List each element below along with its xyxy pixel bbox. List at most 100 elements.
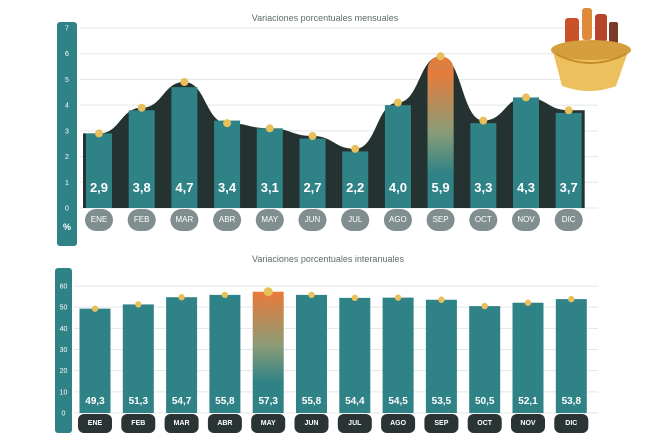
value-label: 49,3 (85, 396, 105, 407)
bar-mar (171, 87, 198, 208)
y-tick-label: 30 (60, 347, 68, 354)
bar-ene (79, 308, 111, 413)
month-label: AGO (390, 420, 407, 427)
month-pill (467, 414, 502, 433)
yearly-bars (79, 291, 587, 413)
month-label: ABR (217, 420, 232, 427)
value-label: 4,7 (175, 180, 193, 195)
monthly-y-axis-strip (57, 22, 77, 246)
dot-sep (436, 52, 445, 61)
month-label: FEB (134, 215, 150, 224)
value-label: 54,7 (172, 396, 192, 407)
bar-may (256, 128, 283, 208)
month-label: MAR (174, 420, 190, 427)
month-label: OCT (477, 420, 493, 427)
month-pill (298, 209, 327, 231)
yearly-value-labels: 49,3 51,3 54,7 55,8 57,3 55,8 54,4 54,5 53,5 50,5… (85, 396, 581, 407)
month-label: ABR (219, 215, 236, 224)
value-label: 51,3 (129, 396, 149, 407)
y-tick-label: 3 (65, 128, 69, 135)
y-tick-label: 2 (65, 154, 69, 161)
dot-jul (351, 144, 360, 153)
y-tick-label: 4 (65, 103, 69, 110)
monthly-unit-label: % (63, 222, 71, 232)
month-label: MAY (261, 420, 276, 427)
month-label: JUN (305, 215, 321, 224)
month-label: DIC (562, 215, 576, 224)
month-pill (426, 209, 455, 231)
month-pill (383, 209, 412, 231)
value-label: 4,3 (517, 180, 535, 195)
y-tick-label: 40 (60, 326, 68, 333)
bar-mar (166, 297, 198, 413)
month-pill (512, 209, 540, 231)
dot-sep (438, 296, 445, 303)
month-label: MAY (261, 215, 278, 224)
month-label: JUN (304, 420, 318, 427)
month-label: NOV (520, 420, 536, 427)
month-pill (337, 414, 372, 433)
y-tick-label: 6 (65, 51, 69, 58)
monthly-chart: Variaciones porcentuales mensuales 0 1 2 3 4… (57, 13, 598, 246)
bar-ago (384, 105, 411, 208)
dot-jul (351, 294, 358, 302)
bar-jul (342, 151, 369, 208)
dot-mar (180, 78, 189, 86)
monthly-value-labels: 2,9 3,8 4,7 3,4 3,1 2,7 2,2 4,0 5,9 3,3 4,3 3,7 (90, 180, 578, 195)
value-label: 57,3 (258, 396, 278, 407)
value-label: 2,2 (346, 180, 364, 195)
bar-feb (128, 110, 155, 208)
dot-ago (394, 294, 402, 301)
y-tick-label: 7 (65, 26, 69, 33)
dot-may (265, 124, 274, 133)
month-pill (207, 414, 242, 433)
month-pill (213, 209, 242, 231)
dot-dic (564, 106, 573, 115)
bar-dic (555, 112, 582, 208)
monthly-dots (95, 52, 573, 153)
dot-feb (137, 103, 146, 112)
monthly-y-ticks: 0 1 2 3 4 5 6 7 (65, 26, 69, 213)
value-label: 3,8 (133, 180, 151, 195)
bar-nov (512, 302, 544, 413)
month-label: DIC (565, 420, 577, 427)
dot-ene (91, 305, 99, 312)
bar-feb (122, 304, 154, 413)
bar-jun (299, 138, 326, 208)
dot-ago (393, 98, 402, 107)
bar-may (252, 291, 284, 413)
bar-ene (86, 133, 112, 208)
dot-nov (524, 299, 532, 306)
dot-abr (223, 119, 232, 128)
month-pill (294, 414, 329, 433)
value-label: 3,7 (560, 180, 578, 195)
value-label: 2,7 (303, 180, 321, 195)
month-pill (381, 414, 416, 433)
y-tick-label: 1 (65, 180, 69, 187)
yearly-chart: Variaciones porcentuales interanuales 0 1… (55, 254, 598, 433)
month-pill (127, 209, 156, 231)
month-pill (121, 414, 156, 433)
month-pill (170, 209, 199, 231)
value-label: 54,5 (388, 396, 408, 407)
month-label: JUL (348, 215, 363, 224)
month-pill (255, 209, 284, 231)
dot-oct (479, 116, 488, 125)
bar-abr (209, 294, 241, 413)
month-pill (554, 414, 589, 433)
dot-nov (522, 93, 530, 102)
month-label: ENE (91, 215, 107, 224)
monthly-chart-title: Variaciones porcentuales mensuales (252, 13, 399, 23)
bar-ago (382, 297, 414, 413)
dot-jun (308, 132, 317, 140)
y-tick-label: 60 (60, 284, 68, 291)
dot-mar (178, 294, 185, 301)
month-label: ENE (88, 420, 103, 427)
month-label: NOV (517, 215, 535, 224)
bar-oct (469, 306, 501, 413)
yearly-dots (91, 287, 575, 312)
month-label: MAR (176, 215, 194, 224)
bar-oct (470, 123, 497, 208)
dot-dic (568, 295, 575, 303)
